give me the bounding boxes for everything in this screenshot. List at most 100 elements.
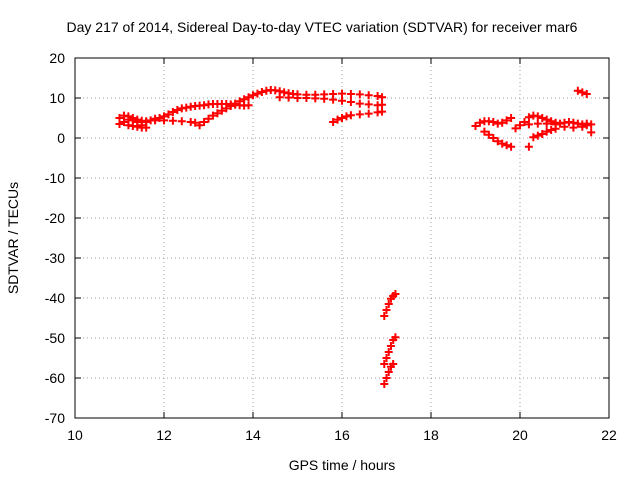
- data-point: [560, 122, 569, 131]
- x-tick-label: 10: [67, 427, 83, 443]
- data-point: [253, 89, 262, 98]
- data-point: [498, 139, 507, 148]
- series-2: [195, 86, 387, 130]
- x-tick-label: 12: [156, 427, 172, 443]
- y-tick-label: -50: [45, 330, 65, 346]
- data-point: [364, 100, 373, 109]
- data-point: [542, 127, 551, 136]
- data-point: [382, 374, 391, 382]
- data-point: [578, 122, 587, 131]
- data-point: [471, 122, 480, 130]
- data-point: [524, 142, 533, 151]
- data-point: [355, 110, 364, 119]
- data-point: [191, 118, 200, 127]
- data-point: [204, 114, 213, 123]
- x-tick-label: 22: [601, 427, 617, 443]
- data-point: [355, 90, 364, 99]
- data-point: [338, 89, 346, 98]
- data-point: [511, 124, 520, 133]
- data-point: [380, 380, 389, 388]
- data-point: [231, 99, 240, 108]
- data-point: [217, 106, 226, 115]
- data-point: [569, 123, 578, 132]
- data-point: [338, 114, 346, 122]
- data-point: [386, 342, 395, 350]
- data-point: [475, 118, 484, 127]
- x-tick-label: 20: [512, 427, 528, 443]
- data-point: [177, 117, 186, 126]
- data-point: [213, 109, 222, 118]
- data-point: [342, 112, 351, 121]
- data-point: [489, 118, 498, 126]
- data-point: [380, 360, 389, 368]
- data-point: [329, 95, 338, 104]
- data-point: [391, 290, 400, 298]
- data-point: [302, 94, 311, 102]
- data-point: [547, 117, 556, 126]
- y-tick-label: 20: [49, 50, 65, 66]
- y-axis: -70 -60 -50 -40 -30 -20 -10 0 10 20: [45, 50, 609, 426]
- data-point: [168, 116, 177, 125]
- data-point: [293, 94, 302, 102]
- data-point: [538, 114, 547, 122]
- data-point: [355, 99, 364, 108]
- data-point: [529, 133, 538, 142]
- data-point: [115, 120, 124, 128]
- data-point: [582, 90, 591, 98]
- data-point: [226, 102, 235, 110]
- data-point: [257, 88, 266, 96]
- data-point: [378, 100, 387, 109]
- data-point: [329, 118, 338, 126]
- data-point: [364, 91, 373, 100]
- data-point: [516, 121, 524, 130]
- data-point: [384, 348, 393, 356]
- series-7: [573, 86, 591, 98]
- data-point: [498, 118, 507, 127]
- y-tick-label: -60: [45, 370, 65, 386]
- data-point: [240, 95, 249, 104]
- series-10: [380, 360, 398, 388]
- data-point: [533, 119, 542, 128]
- data-point: [533, 131, 542, 140]
- data-point: [364, 109, 373, 118]
- series-5: [471, 114, 524, 151]
- data-point: [587, 128, 596, 137]
- data-point: [484, 130, 493, 139]
- data-point: [200, 118, 209, 126]
- data-point: [222, 104, 231, 113]
- data-point: [384, 368, 393, 376]
- data-point: [311, 94, 320, 103]
- data-point: [195, 121, 204, 130]
- y-tick-label: -30: [45, 250, 65, 266]
- data-point: [338, 96, 346, 105]
- data-point: [542, 119, 551, 128]
- chart-title: Day 217 of 2014, Sidereal Day-to-day VTE…: [67, 19, 578, 35]
- data-point: [155, 114, 164, 122]
- series-3: [275, 93, 387, 110]
- data-point: [346, 90, 355, 98]
- y-axis-label: SDTVAR / TECUs: [5, 182, 21, 294]
- data-point: [346, 111, 355, 120]
- data-point: [160, 116, 168, 125]
- data-point: [380, 312, 389, 320]
- data-point: [391, 333, 400, 342]
- data-point: [244, 101, 253, 110]
- data-point: [551, 124, 560, 133]
- x-tick-label: 16: [334, 427, 350, 443]
- data-point: [520, 118, 529, 126]
- data-point: [524, 113, 533, 122]
- data-point: [582, 119, 591, 128]
- y-tick-label: -40: [45, 290, 65, 306]
- data-point: [382, 306, 391, 314]
- y-tick-label: 10: [49, 90, 65, 106]
- data-point: [384, 300, 393, 308]
- data-point: [507, 142, 516, 151]
- data-point: [168, 108, 177, 116]
- data-point: [573, 86, 582, 95]
- data-point: [533, 112, 542, 121]
- data-point: [538, 130, 547, 138]
- data-point: [382, 354, 391, 362]
- data-points: [115, 86, 596, 388]
- data-point: [119, 118, 128, 126]
